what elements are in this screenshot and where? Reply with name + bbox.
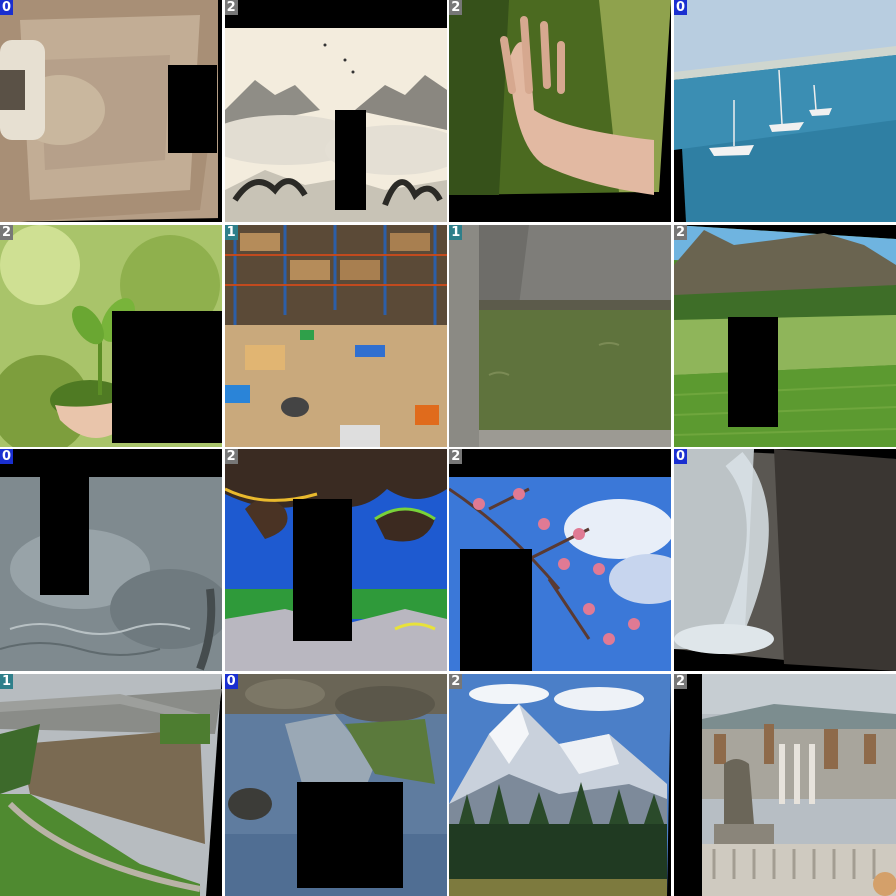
occlusion-box (460, 549, 533, 672)
occlusion-box (112, 310, 222, 443)
tile-label: 0 (673, 449, 687, 465)
hand-on-moss-image (449, 0, 672, 222)
tile-pond-reflection: 0 (224, 673, 447, 896)
cherry-blossom-image (449, 449, 672, 672)
tile-vineyard-hills: 2 (673, 224, 896, 447)
occlusion-box (40, 477, 89, 596)
occlusion-box (296, 781, 403, 888)
tile-label: 1 (449, 224, 463, 240)
tile-sailboats-sea: 0 (673, 0, 896, 222)
tile-ink-mountains: 2 (224, 0, 447, 222)
tile-snow-mountain-forest: 2 (449, 673, 672, 896)
tile-false-color-sky: 2 (224, 449, 447, 672)
occlusion-box (727, 316, 778, 427)
vineyard-hills-image (673, 224, 896, 447)
water-surface-image (0, 449, 222, 672)
tile-label: 2 (449, 673, 463, 689)
tile-seedling-hands: 2 (0, 224, 222, 447)
city-statue-image (673, 673, 896, 896)
tile-label: 1 (224, 224, 238, 240)
occlusion-box (334, 110, 366, 210)
waterfall-closeup-image (673, 449, 896, 672)
occlusion-box (168, 65, 217, 153)
sand-sink-image (0, 0, 222, 222)
tile-flooded-river: 1 (0, 673, 222, 896)
flooded-river-image (0, 673, 222, 896)
green-pond-image (449, 224, 672, 447)
tile-sand-sink: 0 (0, 0, 222, 222)
tile-label: 2 (449, 0, 463, 15)
messy-warehouse-image (224, 224, 447, 447)
tile-label: 2 (673, 224, 687, 240)
tile-label: 2 (224, 449, 238, 465)
tile-label: 1 (0, 673, 13, 689)
tile-messy-warehouse: 1 (224, 224, 447, 447)
tile-label: 0 (224, 673, 238, 689)
snow-mountain-forest-image (449, 673, 672, 896)
tile-city-statue: 2 (673, 673, 896, 896)
tile-waterfall-closeup: 0 (673, 449, 896, 672)
tile-label: 0 (0, 449, 13, 465)
tile-hand-on-moss: 2 (449, 0, 672, 222)
tile-label: 0 (673, 0, 687, 15)
tile-cherry-blossom: 2 (449, 449, 672, 672)
tile-label: 2 (449, 449, 463, 465)
tile-water-surface: 0 (0, 449, 222, 672)
tile-label: 0 (0, 0, 13, 15)
tile-label: 2 (224, 0, 238, 15)
sailboats-sea-image (673, 0, 896, 222)
tile-green-pond: 1 (449, 224, 672, 447)
occlusion-box (292, 499, 352, 642)
tile-label: 2 (0, 224, 13, 240)
tile-label: 2 (673, 673, 687, 689)
